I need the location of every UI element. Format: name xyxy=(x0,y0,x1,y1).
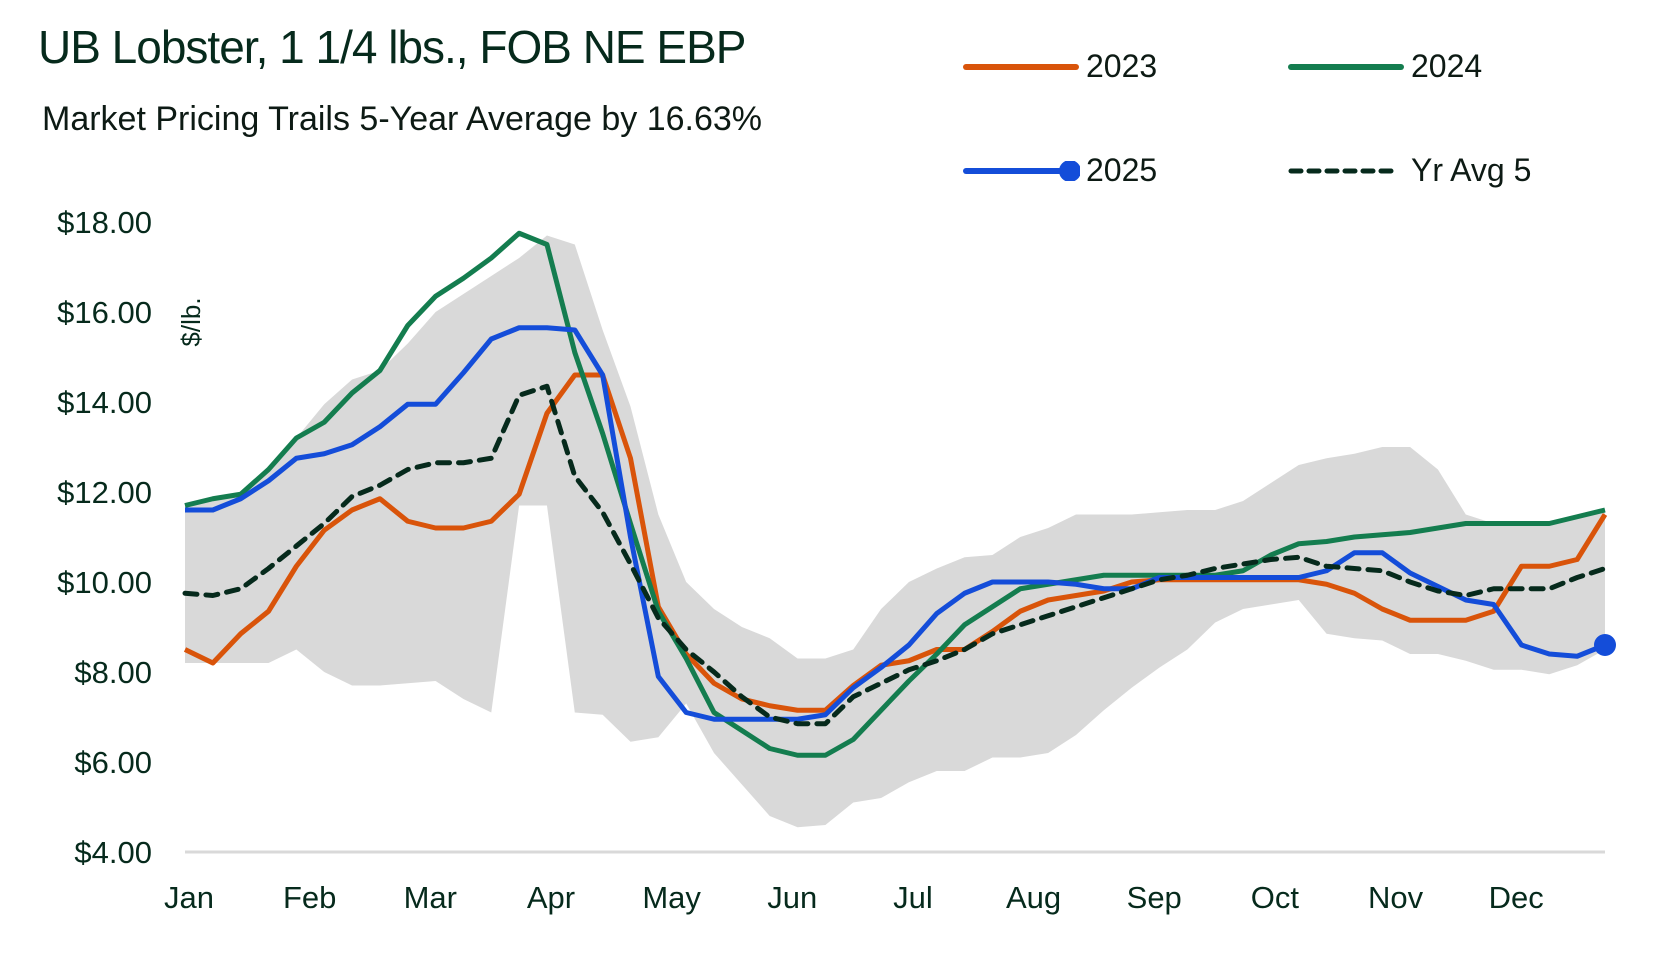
legend-item-yr-avg-5[interactable]: Yr Avg 5 xyxy=(1287,152,1531,189)
legend-swatch-2023 xyxy=(962,57,1080,77)
range-band-layer xyxy=(185,235,1605,828)
x-tick-label-oct: Oct xyxy=(1251,880,1300,915)
x-tick-label-apr: Apr xyxy=(527,880,575,915)
legend-label-2024: 2024 xyxy=(1411,48,1483,84)
series-layer xyxy=(182,230,1616,758)
y-tick-label: $16.00 xyxy=(57,295,152,330)
chart-title: UB Lobster, 1 1/4 lbs., FOB NE EBP xyxy=(38,21,746,73)
legend-label-2025: 2025 xyxy=(1086,152,1158,188)
legend-swatch-yr-avg-5 xyxy=(1287,161,1405,181)
legend-item-2023[interactable]: 2023 xyxy=(962,48,1157,85)
legend-item-2025[interactable]: 2025 xyxy=(962,152,1157,189)
series-line-2024[interactable] xyxy=(184,230,1606,758)
chart-subtitle: Market Pricing Trails 5-Year Average by … xyxy=(42,100,763,138)
x-tick-label-nov: Nov xyxy=(1368,880,1424,915)
legend-marker-2025 xyxy=(1059,160,1080,181)
legend-item-2024[interactable]: 2024 xyxy=(1287,48,1482,85)
y-tick-label: $8.00 xyxy=(74,655,152,690)
legend-swatch-2024 xyxy=(1287,57,1405,77)
legend-label-yr-avg-5: Yr Avg 5 xyxy=(1411,152,1532,188)
series-line-yr-avg-5[interactable] xyxy=(182,383,1608,727)
x-tick-label-may: May xyxy=(642,880,701,915)
y-tick-label: $12.00 xyxy=(57,475,152,510)
series-line-2023[interactable] xyxy=(183,372,1608,713)
range-band xyxy=(185,235,1605,828)
x-tick-label-feb: Feb xyxy=(283,880,336,915)
legend-label-2023: 2023 xyxy=(1086,48,1158,84)
y-axis-label: $/lb. xyxy=(176,297,206,346)
x-tick-label-jun: Jun xyxy=(767,880,817,915)
y-tick-label: $4.00 xyxy=(74,835,152,870)
x-tick-label-aug: Aug xyxy=(1006,880,1061,915)
y-tick-labels: $4.00 $6.00 $8.00 $10.00 $12.00 $14.00 $16.00 $… xyxy=(57,205,152,870)
x-tick-label-mar: Mar xyxy=(404,880,457,915)
x-tick-label-jul: Jul xyxy=(893,880,933,915)
y-tick-label: $14.00 xyxy=(57,385,152,420)
x-tick-label-dec: Dec xyxy=(1489,880,1544,915)
y-tick-label: $6.00 xyxy=(74,745,152,780)
x-tick-label-sep: Sep xyxy=(1127,880,1182,915)
series-line-2025[interactable] xyxy=(185,325,1606,722)
series-end-marker-2025[interactable] xyxy=(1594,634,1616,656)
y-tick-label: $10.00 xyxy=(57,565,152,600)
x-tick-label-jan: Jan xyxy=(164,880,214,915)
legend-swatch-2025 xyxy=(962,160,1080,181)
x-tick-labels: Jan Feb Mar Apr May Jun Jul Aug Sep Oct Nov Dec xyxy=(164,880,1544,915)
y-tick-label: $18.00 xyxy=(57,205,152,240)
